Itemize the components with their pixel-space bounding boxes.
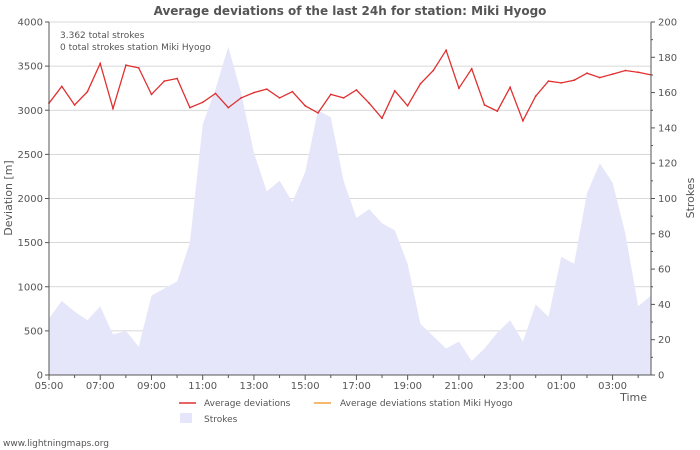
x-tick-label: 13:00 xyxy=(240,381,269,392)
average-deviations-point xyxy=(458,87,460,90)
x-axis-ticks: 05:00 07:00 09:00 11:00 13:00 15:00 17:00 19:00… xyxy=(35,375,639,392)
average-deviations-point xyxy=(329,93,332,96)
average-deviations-point xyxy=(253,91,255,94)
average-deviations-point xyxy=(99,62,102,65)
y-right-tick-label: 140 xyxy=(658,123,677,134)
chart-title: Average deviations of the last 24h for s… xyxy=(154,4,547,18)
average-deviations-point xyxy=(227,106,230,109)
average-deviations-point xyxy=(419,82,422,85)
average-deviations-point xyxy=(534,95,537,97)
average-deviations-point xyxy=(496,110,499,112)
average-deviations-point xyxy=(73,104,76,106)
y-right-tick-label: 200 xyxy=(658,18,677,29)
average-deviations-point xyxy=(573,79,575,82)
y-left-tick-label: 1500 xyxy=(18,238,43,249)
average-deviations-point xyxy=(86,90,89,93)
y-left-tick-label: 0 xyxy=(37,371,43,382)
average-deviations-point xyxy=(176,77,179,80)
average-deviations-point xyxy=(624,69,627,72)
y-right-tick-label: 120 xyxy=(658,159,677,170)
average-deviations-point xyxy=(137,67,140,69)
x-tick-label: 17:00 xyxy=(342,381,371,392)
average-deviations-point xyxy=(265,88,268,90)
legend: Average deviations Average deviations st… xyxy=(179,399,513,425)
average-deviations-point xyxy=(483,104,486,106)
average-deviations-point xyxy=(240,97,243,99)
info-line-station: 0 total strokes station Miki Hyogo xyxy=(60,43,211,53)
x-tick-label: 03:00 xyxy=(598,381,627,392)
y-right-tick-label: 60 xyxy=(658,265,671,276)
y-right-tick-label: 80 xyxy=(658,229,671,240)
average-deviations-point xyxy=(125,64,127,67)
average-deviations-point xyxy=(637,71,640,74)
average-deviations-point xyxy=(189,106,191,109)
y-left-tick-label: 2000 xyxy=(18,194,43,205)
left-axis-ticks: 0 500 1000 1500 2000 2500 3000 3500 4000 xyxy=(18,18,49,382)
y-axis-left-label: Deviation [m] xyxy=(2,160,15,235)
legend-label-average-deviations: Average deviations xyxy=(204,399,291,409)
x-tick-label: 09:00 xyxy=(137,381,166,392)
average-deviations-point xyxy=(406,104,409,107)
x-tick-label: 19:00 xyxy=(393,381,422,392)
y-right-tick-label: 180 xyxy=(658,53,677,64)
x-tick-label: 05:00 xyxy=(35,381,64,392)
average-deviations-point xyxy=(522,119,524,122)
average-deviations-point xyxy=(342,97,345,99)
average-deviations-point xyxy=(291,90,294,93)
average-deviations-point xyxy=(112,107,114,110)
average-deviations-point xyxy=(317,112,319,114)
average-deviations-point xyxy=(201,101,204,104)
y-right-tick-label: 100 xyxy=(658,194,677,205)
y-right-tick-label: 160 xyxy=(658,88,677,99)
average-deviations-point xyxy=(355,89,358,91)
x-tick-label: 15:00 xyxy=(291,381,320,392)
y-left-tick-label: 3500 xyxy=(18,62,43,73)
right-axis-ticks: 0 20 40 60 80 100 120 140 160 180 200 xyxy=(651,18,677,382)
average-deviations-point xyxy=(304,104,307,107)
average-deviations-line xyxy=(48,48,652,123)
x-axis-label: Time xyxy=(619,391,647,404)
info-line-total: 3.362 total strokes xyxy=(60,31,145,41)
average-deviations-point xyxy=(368,102,371,105)
y-right-tick-label: 40 xyxy=(658,300,671,311)
x-tick-label: 23:00 xyxy=(496,381,525,392)
average-deviations-point xyxy=(381,117,383,120)
average-deviations-point xyxy=(586,72,588,75)
average-deviations-point xyxy=(470,67,473,70)
average-deviations-point xyxy=(445,49,447,52)
average-deviations-point xyxy=(560,82,563,84)
x-tick-label: 21:00 xyxy=(444,381,473,392)
average-deviations-point xyxy=(432,69,435,72)
x-tick-label: 11:00 xyxy=(188,381,217,392)
y-left-tick-label: 500 xyxy=(24,326,43,337)
average-deviations-point xyxy=(598,76,601,79)
legend-label-station-deviations: Average deviations station Miki Hyogo xyxy=(340,399,513,409)
average-deviations-point xyxy=(150,93,153,96)
y-left-tick-label: 1000 xyxy=(18,282,43,293)
y-right-tick-label: 0 xyxy=(658,371,664,382)
strokes-area xyxy=(49,46,651,375)
x-tick-label: 01:00 xyxy=(547,381,576,392)
average-deviations-point xyxy=(509,86,511,89)
y-left-tick-label: 2500 xyxy=(18,150,43,161)
y-right-tick-label: 20 xyxy=(658,335,671,346)
y-left-tick-label: 4000 xyxy=(18,18,43,29)
strokes-area-layer xyxy=(49,46,651,375)
y-left-tick-label: 3000 xyxy=(18,106,43,117)
footer-credit: www.lightningmaps.org xyxy=(3,439,109,449)
legend-label-strokes: Strokes xyxy=(204,415,238,425)
legend-swatch-strokes xyxy=(180,413,192,423)
average-deviations-point xyxy=(60,85,63,88)
average-deviations-point xyxy=(611,73,614,75)
x-tick-label: 07:00 xyxy=(86,381,115,392)
average-deviations-point xyxy=(278,97,281,99)
y-axis-right-label: Strokes xyxy=(684,177,697,218)
average-deviations-point xyxy=(393,89,396,92)
deviation-line-layer xyxy=(48,48,652,123)
average-deviations-point xyxy=(547,80,550,82)
average-deviations-point xyxy=(214,92,217,95)
average-deviations-point xyxy=(163,80,166,82)
